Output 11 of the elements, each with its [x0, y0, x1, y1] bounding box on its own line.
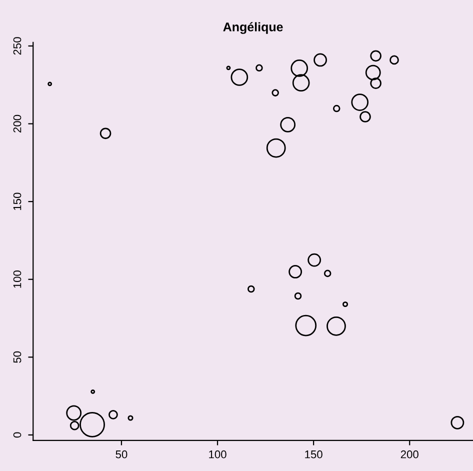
- x-tick-label: 100: [209, 450, 226, 458]
- y-tick-label: 100: [13, 270, 22, 288]
- y-tick-label: 50: [13, 351, 22, 363]
- y-tick-label: 150: [13, 192, 22, 210]
- x-tick-label: 50: [116, 450, 128, 458]
- chart-title: Angélique: [223, 22, 283, 34]
- x-tick-label: 150: [305, 450, 322, 458]
- x-tick-label: 200: [400, 450, 418, 458]
- y-tick-label: 250: [13, 37, 22, 55]
- y-tick-label: 0: [13, 432, 22, 438]
- y-tick-label: 200: [13, 114, 22, 132]
